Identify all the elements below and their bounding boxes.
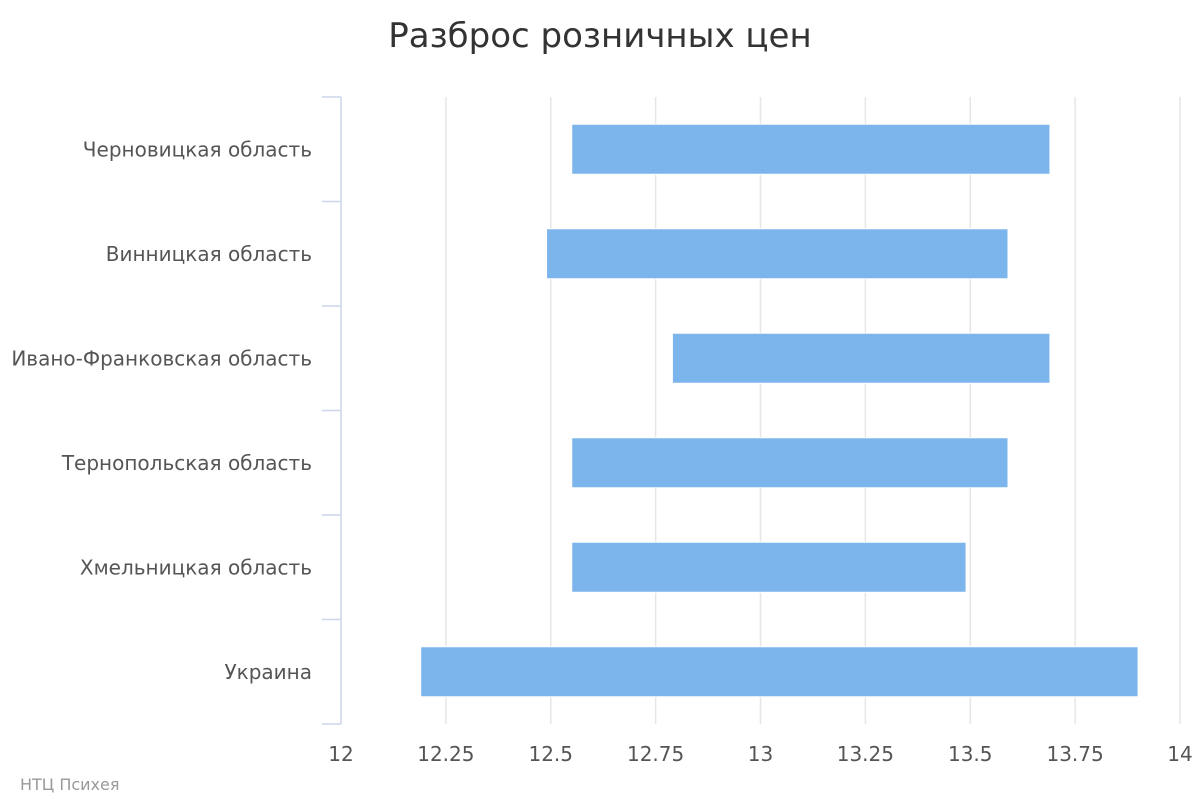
bar-2[interactable]	[671, 332, 1051, 384]
category-label: Хмельницкая область	[80, 555, 312, 579]
x-tick-label: 14	[1167, 742, 1192, 766]
x-tick-label: 12.25	[417, 742, 474, 766]
category-label: Украина	[224, 660, 312, 684]
bar-1[interactable]	[546, 228, 1009, 280]
x-tick-label: 13.75	[1046, 742, 1103, 766]
bar-3[interactable]	[571, 437, 1009, 489]
bar-5[interactable]	[420, 646, 1139, 698]
category-label: Винницкая область	[106, 242, 312, 266]
category-label: Тернопольская область	[61, 451, 312, 475]
x-tick-label: 12.75	[627, 742, 684, 766]
bars	[420, 123, 1139, 698]
x-tick-label: 13.25	[837, 742, 894, 766]
x-tick-label: 13.5	[948, 742, 993, 766]
category-axis	[322, 96, 342, 725]
bar-0[interactable]	[571, 123, 1051, 175]
chart-title: Разброс розничных цен	[388, 16, 811, 56]
x-tick-label: 12.5	[528, 742, 573, 766]
category-labels: Черновицкая область Винницкая область Иван…	[11, 137, 312, 684]
x-tick-label: 13	[748, 742, 773, 766]
category-label: Черновицкая область	[83, 137, 312, 161]
x-axis-tick-labels: 12 12.25 12.5 12.75 13 13.25 13.5 13.75 14	[328, 742, 1192, 766]
category-label: Ивано-Франковская область	[11, 346, 312, 370]
credit-label: НТЦ Психея	[20, 775, 119, 794]
bar-4[interactable]	[571, 541, 967, 593]
grid-lines	[445, 97, 1181, 724]
x-tick-label: 12	[328, 742, 353, 766]
